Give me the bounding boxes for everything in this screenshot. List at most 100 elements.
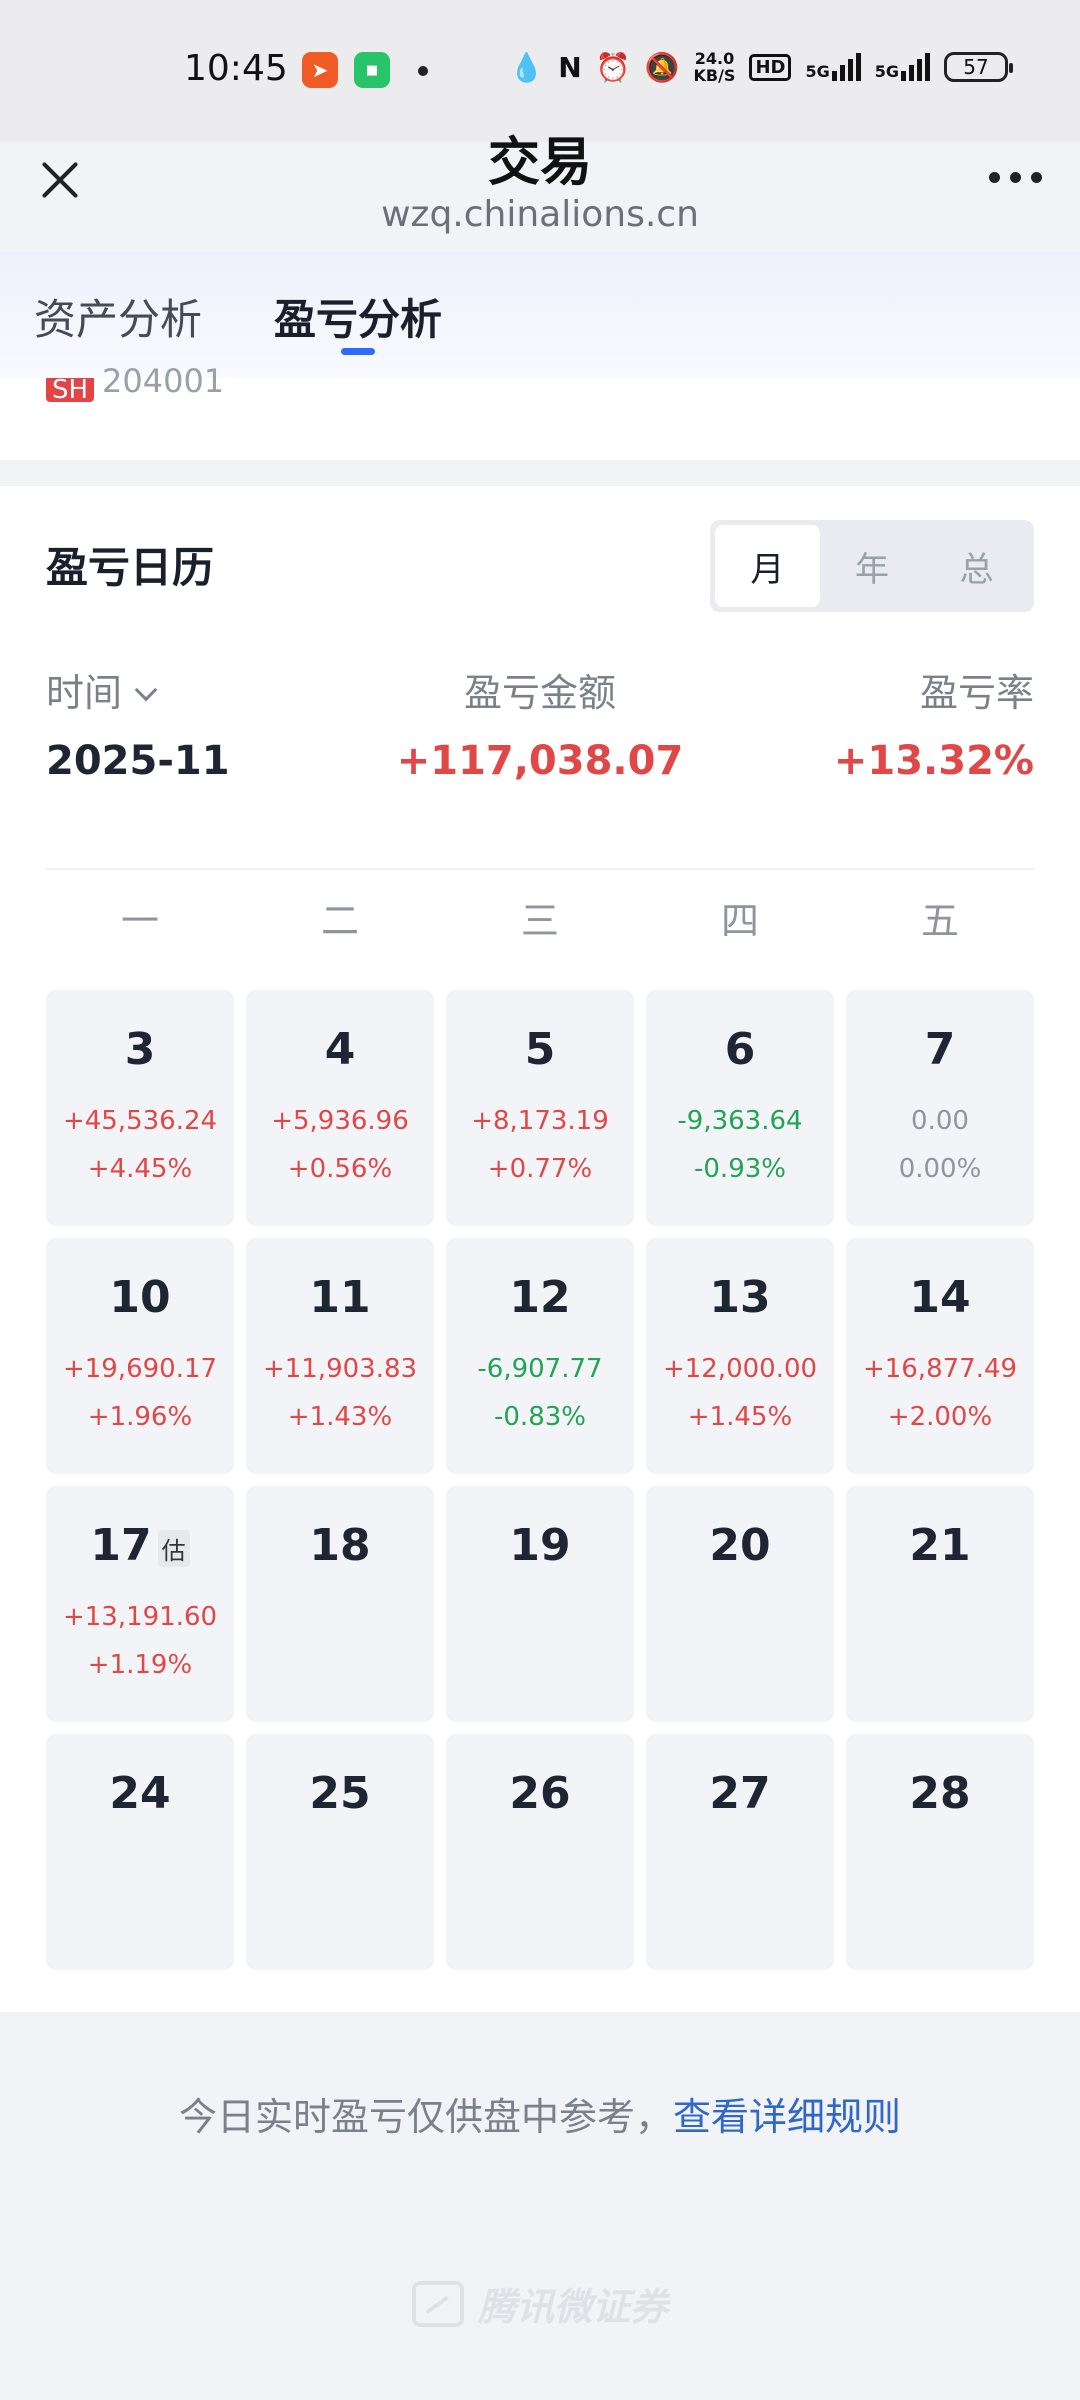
- status-icons: 💧 N ⏰ 🔕 24.0 KB/S HD 5G 5G 57: [509, 49, 1013, 85]
- day-number: 28: [909, 1768, 971, 1819]
- signal-2-icon: 5G: [875, 53, 930, 81]
- day-number: 17 估: [46, 1520, 234, 1571]
- calendar-day-cell[interactable]: 10 +19,690.17 +1.96%: [46, 1238, 234, 1474]
- tab-asset-analysis[interactable]: 资产分析: [34, 295, 203, 344]
- day-percent: +1.19%: [87, 1650, 193, 1680]
- day-amount: +16,877.49: [862, 1354, 1018, 1384]
- summary-date: 2025-11: [46, 738, 230, 784]
- tab-pnl-analysis[interactable]: 盈亏分析: [274, 252, 442, 378]
- partial-holding-card: SH 204001: [0, 368, 1080, 460]
- calendar-day-cell[interactable]: 28: [846, 1734, 1034, 1970]
- day-amount: +19,690.17: [62, 1354, 218, 1384]
- divider: [46, 868, 1034, 870]
- day-amount: +12,000.00: [662, 1354, 818, 1384]
- active-tab-indicator: [341, 348, 376, 355]
- day-percent: 0.00%: [898, 1154, 982, 1184]
- day-number: 7: [924, 1024, 956, 1075]
- day-number: 3: [124, 1024, 156, 1075]
- calendar-day-cell[interactable]: 26: [446, 1734, 634, 1970]
- day-amount: +13,191.60: [62, 1602, 218, 1632]
- rules-link[interactable]: 查看详细规则: [673, 2095, 902, 2139]
- day-amount: 0.00: [911, 1106, 969, 1136]
- day-amount: +5,936.96: [271, 1106, 409, 1136]
- summary-labels: 时间 盈亏金额 盈亏率: [46, 662, 1034, 717]
- footer-note: 今日实时盈亏仅供盘中参考，查看详细规则: [178, 2095, 902, 2139]
- day-number: 14: [909, 1272, 971, 1323]
- calendar-day-cell[interactable]: 25: [246, 1734, 434, 1970]
- calendar-day-cell[interactable]: 12 -6,907.77 -0.83%: [446, 1238, 634, 1474]
- day-number: 25: [309, 1768, 371, 1819]
- calendar-day-cell[interactable]: 17 估 +13,191.60 +1.19%: [46, 1486, 234, 1722]
- day-amount: -9,363.64: [677, 1106, 803, 1136]
- app-notification-icon: ■: [354, 52, 390, 88]
- calendar-day-cell[interactable]: 5 +8,173.19 +0.77%: [446, 990, 634, 1226]
- more-options-icon[interactable]: [989, 172, 1042, 183]
- calendar-day-cell[interactable]: 4 +5,936.96 +0.56%: [246, 990, 434, 1226]
- data-saver-icon: 💧: [509, 50, 545, 84]
- page-title: 交易: [487, 133, 592, 193]
- day-percent: +0.77%: [487, 1154, 593, 1184]
- period-year-button[interactable]: 年: [855, 549, 889, 590]
- day-number: 12: [509, 1272, 571, 1323]
- day-number: 19: [509, 1520, 571, 1571]
- amount-label: 盈亏金额: [463, 671, 616, 715]
- day-percent: +1.96%: [87, 1402, 193, 1432]
- day-amount: +45,536.24: [62, 1106, 218, 1136]
- day-percent: -0.83%: [494, 1402, 586, 1432]
- hd-voice-icon: HD: [749, 53, 792, 81]
- calendar-day-cell[interactable]: 11 +11,903.83 +1.43%: [246, 1238, 434, 1474]
- notification-dot-icon: [418, 66, 428, 76]
- day-percent: +1.43%: [287, 1402, 393, 1432]
- market-badge: SH: [46, 378, 95, 402]
- chart-logo-icon: [411, 2280, 464, 2327]
- day-number: 4: [324, 1024, 356, 1075]
- status-time: 10:45: [184, 48, 288, 89]
- weekday-label: 三: [520, 899, 559, 943]
- day-amount: -6,907.77: [477, 1354, 603, 1384]
- day-percent: +4.45%: [87, 1154, 193, 1184]
- calendar-day-cell[interactable]: 21: [846, 1486, 1034, 1722]
- day-percent: +0.56%: [287, 1154, 393, 1184]
- calendar-grid: 3 +45,536.24 +4.45% 4 +5,936.96 +0.56% 5 +8,173…: [46, 990, 1034, 1970]
- day-percent: -0.93%: [694, 1154, 786, 1184]
- weekday-label: 五: [920, 899, 959, 943]
- rate-label: 盈亏率: [919, 671, 1034, 715]
- telegram-app-icon: ➤: [302, 52, 338, 88]
- calendar-day-cell[interactable]: 19: [446, 1486, 634, 1722]
- calendar-day-cell[interactable]: 24: [46, 1734, 234, 1970]
- time-selector[interactable]: 时间: [46, 662, 158, 717]
- day-number: 10: [109, 1272, 171, 1323]
- weekday-label: 四: [720, 899, 759, 943]
- day-percent: +1.45%: [687, 1402, 793, 1432]
- calendar-day-cell[interactable]: 14 +16,877.49 +2.00%: [846, 1238, 1034, 1474]
- network-speed: 24.0 KB/S: [693, 49, 736, 85]
- day-number: 5: [524, 1024, 556, 1075]
- weekday-header: 一 二 三 四 五: [46, 890, 1034, 945]
- calendar-day-cell[interactable]: 27: [646, 1734, 834, 1970]
- nfc-icon: N: [558, 50, 582, 84]
- day-number: 6: [724, 1024, 756, 1075]
- calendar-day-cell[interactable]: 18: [246, 1486, 434, 1722]
- calendar-day-cell[interactable]: 6 -9,363.64 -0.93%: [646, 990, 834, 1226]
- day-number: 24: [109, 1768, 171, 1819]
- summary-rate: +13.32%: [833, 738, 1034, 784]
- tab-bar: 资产分析 盈亏分析: [0, 252, 1080, 378]
- estimate-tag: 估: [157, 1529, 190, 1567]
- status-bar: 10:45 ➤ ■ 💧 N ⏰ 🔕 24.0 KB/S HD 5G 5G 57 交…: [0, 0, 1080, 235]
- page-url: wzq.chinalions.cn: [381, 194, 699, 235]
- mute-icon: 🔕: [644, 50, 680, 84]
- summary-amount: +117,038.07: [396, 738, 684, 784]
- period-total-button[interactable]: 总: [959, 549, 994, 590]
- calendar-day-cell[interactable]: 20: [646, 1486, 834, 1722]
- calendar-day-cell[interactable]: 13 +12,000.00 +1.45%: [646, 1238, 834, 1474]
- security-code: 204001: [102, 368, 225, 400]
- period-month-button[interactable]: 月: [715, 525, 820, 607]
- day-amount: +8,173.19: [471, 1106, 609, 1136]
- day-number: 21: [909, 1520, 971, 1571]
- calendar-day-cell[interactable]: 7 0.00 0.00%: [846, 990, 1034, 1226]
- day-number: 11: [309, 1272, 371, 1323]
- calendar-day-cell[interactable]: 3 +45,536.24 +4.45%: [46, 990, 234, 1226]
- pnl-calendar-card: 盈亏日历 月 年 总 时间 盈亏金额 盈亏率 2025-11 +117,038.…: [0, 486, 1080, 2012]
- battery-icon: 57: [944, 52, 1013, 82]
- signal-1-icon: 5G: [805, 53, 861, 81]
